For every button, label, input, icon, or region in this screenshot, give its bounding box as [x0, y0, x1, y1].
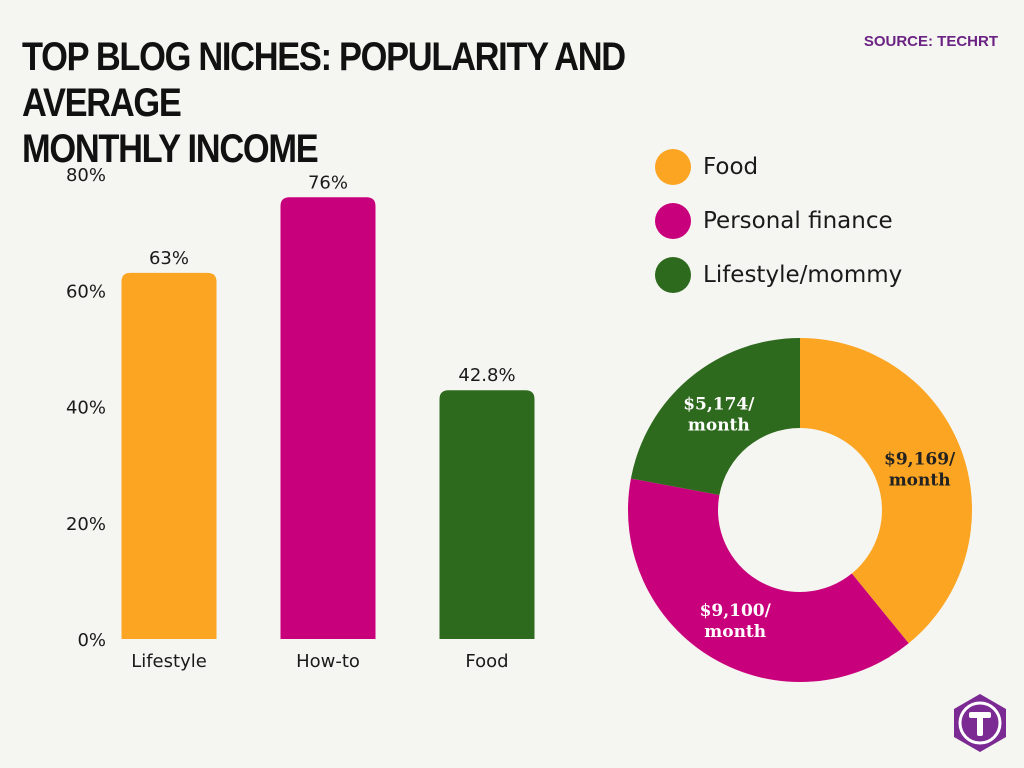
source-label: SOURCE: TECHRT [863, 33, 998, 50]
legend-item-food: Food [655, 140, 902, 194]
bar-value-label: 63% [149, 248, 189, 269]
y-tick-label: 40% [66, 398, 106, 419]
techrt-logo-icon [954, 694, 1006, 752]
donut-legend: Food Personal finance Lifestyle/mommy [655, 140, 902, 302]
bar-value-label: 76% [308, 172, 348, 193]
bar-food [439, 390, 535, 639]
donut-value-label: $5,174/month [683, 394, 755, 435]
x-category-label: Food [465, 651, 508, 672]
y-tick-label: 20% [66, 514, 106, 535]
bar-how-to [280, 197, 376, 639]
y-tick-label: 60% [66, 281, 106, 302]
legend-swatch-personal-finance [655, 203, 691, 239]
y-tick-label: 0% [77, 630, 106, 651]
x-category-label: How-to [296, 651, 360, 672]
legend-item-personal-finance: Personal finance [655, 194, 902, 248]
legend-label-food: Food [703, 154, 759, 180]
bar-lifestyle [121, 272, 217, 639]
y-tick-label: 80% [66, 165, 106, 186]
title-line-1: TOP BLOG NICHES: POPULARITY AND AVERAGE [22, 35, 626, 125]
chart-title: TOP BLOG NICHES: POPULARITY AND AVERAGE … [22, 34, 676, 172]
donut-slice-food [800, 338, 972, 644]
legend-item-lifestyle-mommy: Lifestyle/mommy [655, 248, 902, 302]
donut-slice-lifestyle-mommy [630, 338, 800, 495]
legend-label-personal-finance: Personal finance [703, 208, 893, 234]
bar-value-label: 42.8% [458, 365, 515, 386]
legend-swatch-lifestyle-mommy [655, 257, 691, 293]
bar-chart: 0% 20% 40% 60% 80% 63% Lifestyle 76% How-to 42.8%… [66, 165, 535, 672]
legend-swatch-food [655, 149, 691, 185]
donut-value-label: $9,169/month [884, 449, 956, 490]
x-category-label: Lifestyle [131, 651, 207, 672]
legend-label-lifestyle-mommy: Lifestyle/mommy [703, 262, 903, 288]
title-line-2: MONTHLY INCOME [22, 127, 319, 171]
donut-value-label: $9,100/month [700, 601, 772, 642]
donut-slice-personal-finance [628, 478, 909, 682]
